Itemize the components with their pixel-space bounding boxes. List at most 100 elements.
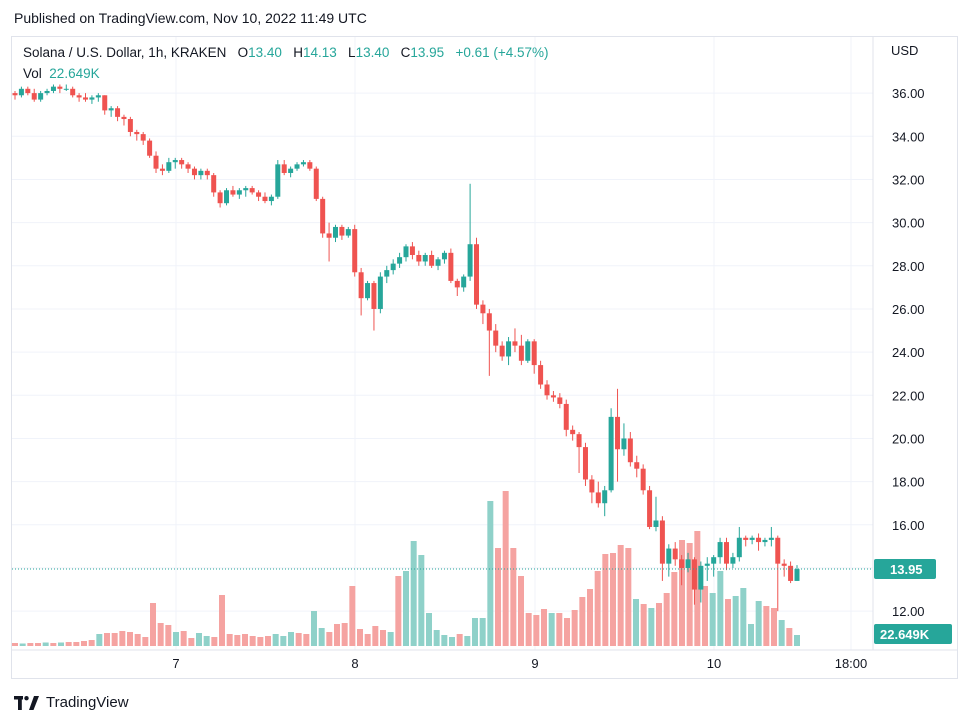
- price-tick-label: 24.00: [892, 345, 925, 360]
- candle: [730, 552, 736, 568]
- volume-bar: [387, 632, 394, 646]
- volume-bar: [35, 643, 41, 646]
- candle: [31, 88, 37, 102]
- volume-bar: [433, 630, 440, 646]
- candle: [775, 535, 781, 612]
- candle: [723, 537, 729, 571]
- volume-bar: [403, 571, 409, 646]
- candle: [204, 168, 210, 180]
- candle: [275, 160, 281, 199]
- open-label: O: [237, 45, 249, 60]
- volume-bar: [587, 589, 593, 646]
- candle: [352, 224, 358, 277]
- candle: [236, 188, 242, 199]
- volume-bar: [226, 634, 233, 646]
- candle: [518, 334, 524, 366]
- volume-bar: [456, 634, 463, 646]
- candle: [256, 190, 262, 202]
- volume-bar: [326, 632, 333, 646]
- volume-bar: [249, 636, 256, 646]
- volume-bar: [188, 638, 195, 646]
- candle: [441, 250, 447, 264]
- footer-brand[interactable]: TradingView: [14, 694, 129, 711]
- volume-bar: [794, 635, 800, 646]
- candle: [50, 84, 56, 94]
- volume-bar: [73, 642, 80, 646]
- candle: [429, 250, 435, 268]
- candle: [147, 138, 153, 158]
- volume-bar: [633, 599, 639, 646]
- volume-bar: [19, 643, 26, 646]
- volume-bar: [58, 642, 64, 646]
- volume-bar: [234, 635, 241, 646]
- price-tick-label: 28.00: [892, 259, 925, 274]
- ohlc-legend: Solana / U.S. Dollar, 1h, KRAKEN O13.40 …: [23, 45, 549, 60]
- candle: [83, 93, 89, 102]
- volume-bar: [81, 641, 87, 646]
- candle: [615, 388, 621, 482]
- candle: [486, 308, 492, 376]
- volume-bar: [265, 636, 271, 646]
- volume-bar: [364, 634, 371, 646]
- volume-bar: [556, 613, 563, 646]
- candle: [685, 552, 691, 573]
- candle: [326, 222, 332, 262]
- candle: [159, 164, 165, 176]
- volume-bar: [165, 625, 172, 646]
- candle: [12, 90, 18, 100]
- candle: [127, 116, 133, 137]
- volume-bar: [472, 618, 478, 646]
- volume-bar: [418, 555, 425, 646]
- volume-bar: [150, 603, 156, 646]
- volume-bar: [602, 554, 609, 646]
- volume-bar: [50, 643, 57, 646]
- candle: [262, 192, 268, 204]
- candle: [198, 168, 204, 180]
- volume-bar: [203, 636, 210, 646]
- candle: [582, 442, 588, 486]
- volume-bar: [510, 548, 517, 646]
- candle: [512, 328, 518, 353]
- candle: [762, 537, 768, 547]
- candles: [12, 84, 800, 612]
- candle: [525, 339, 531, 363]
- volume-bar: [502, 491, 509, 646]
- candle: [416, 250, 422, 266]
- candle: [474, 237, 480, 309]
- volume-bar: [564, 618, 570, 646]
- volume-value: 22.649K: [49, 66, 100, 81]
- volume-bar: [525, 613, 532, 646]
- volume-bar: [548, 613, 555, 646]
- candle: [95, 93, 101, 102]
- volume-bar: [111, 633, 118, 646]
- candle: [70, 86, 76, 98]
- candle: [589, 475, 595, 504]
- candle: [134, 129, 140, 141]
- candle: [38, 90, 44, 102]
- volume-bar: [732, 596, 739, 646]
- volume-bar: [134, 634, 141, 646]
- candle: [115, 106, 121, 122]
- volume-bar: [479, 618, 486, 646]
- volume-bar: [617, 545, 624, 646]
- last-volume-badge: 22.649K: [874, 624, 952, 644]
- volume-bar: [196, 633, 202, 646]
- candle: [435, 257, 441, 271]
- candle: [557, 393, 563, 409]
- high-value: 14.13: [302, 45, 337, 60]
- volume-bar: [541, 609, 547, 646]
- chart-frame[interactable]: [11, 36, 958, 679]
- volume-bar: [142, 637, 149, 646]
- candle: [768, 526, 774, 547]
- change-value: +0.61 (+4.57%): [455, 45, 549, 60]
- candle: [403, 244, 409, 262]
- volume-bar: [686, 543, 693, 646]
- volume-bar: [211, 637, 218, 646]
- volume-bar: [311, 611, 317, 646]
- candle: [249, 185, 255, 195]
- volume-bar: [579, 597, 586, 646]
- candle: [711, 555, 717, 577]
- candle: [268, 194, 274, 206]
- volume-bar: [88, 640, 95, 646]
